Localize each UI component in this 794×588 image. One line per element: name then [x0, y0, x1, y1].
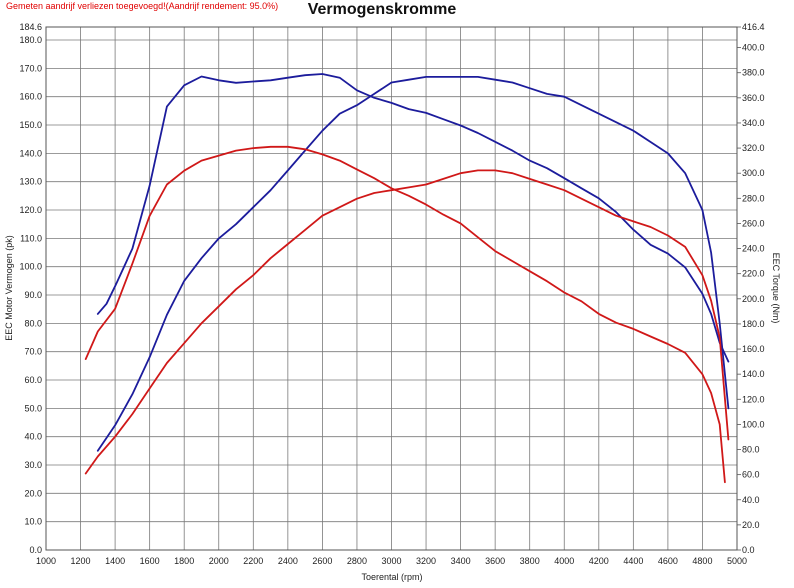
right-tick-label: 260.0 [742, 218, 765, 228]
right-tick-label: 60.0 [742, 470, 760, 480]
right-tick-label: 416.4 [742, 22, 765, 32]
right-tick-label: 80.0 [742, 445, 760, 455]
x-tick-label: 1600 [140, 556, 160, 566]
x-tick-label: 1800 [174, 556, 194, 566]
right-tick-label: 300.0 [742, 168, 765, 178]
x-tick-label: 2600 [312, 556, 332, 566]
x-tick-label: 4200 [589, 556, 609, 566]
x-tick-label: 4400 [623, 556, 643, 566]
series-group [84, 73, 730, 484]
left-tick-label: 80.0 [24, 318, 42, 328]
left-tick-label: 120.0 [19, 205, 42, 215]
x-tick-label: 2400 [278, 556, 298, 566]
x-tick-label: 4000 [554, 556, 574, 566]
right-tick-label: 280.0 [742, 193, 765, 203]
right-tick-label: 220.0 [742, 269, 765, 279]
left-tick-label: 130.0 [19, 177, 42, 187]
torque-after-curve [84, 145, 726, 484]
left-tick-label: 110.0 [20, 233, 42, 243]
right-tick-label: 140.0 [742, 369, 765, 379]
right-tick-label: 180.0 [742, 319, 765, 329]
x-tick-label: 5000 [727, 556, 747, 566]
right-tick-label: 200.0 [742, 294, 765, 304]
x-tick-label: 3400 [451, 556, 471, 566]
right-tick-label: 120.0 [742, 394, 765, 404]
right-tick-label: 240.0 [742, 244, 765, 254]
right-tick-label: 400.0 [742, 43, 765, 53]
left-axis-title: EEC Motor Vermogen (pk) [4, 235, 14, 341]
x-tick-label: 2200 [243, 556, 263, 566]
left-tick-label: 50.0 [24, 403, 42, 413]
power-after-curve [84, 169, 730, 475]
left-axis-ticks: 0.0 10.0 20.0 30.0 40.0 50.0 60.0 70.0 80.0 90.0 1… [19, 22, 42, 555]
left-tick-label: 180.0 [19, 35, 42, 45]
x-tick-label: 3600 [485, 556, 505, 566]
x-axis-title: Toerental (rpm) [361, 572, 422, 582]
x-axis-ticks: 1000 1200 1400 1600 1800 2000 2200 2400 2600 2800… [36, 556, 747, 566]
x-tick-label: 3200 [416, 556, 436, 566]
left-tick-label: 184.6 [19, 22, 42, 32]
left-tick-label: 170.0 [19, 63, 42, 73]
left-tick-label: 20.0 [24, 488, 42, 498]
x-tick-label: 1000 [36, 556, 56, 566]
x-tick-label: 1400 [105, 556, 125, 566]
right-tick-label: 360.0 [742, 93, 765, 103]
x-tick-label: 3000 [381, 556, 401, 566]
plot-frame [45, 26, 738, 551]
x-tick-label: 4800 [692, 556, 712, 566]
chart-title: Vermogenskromme [308, 1, 457, 18]
left-tick-label: 90.0 [24, 290, 42, 300]
right-tick-label: 20.0 [742, 520, 760, 530]
left-tick-label: 140.0 [19, 148, 42, 158]
right-tick-label: 40.0 [742, 495, 760, 505]
right-axis-title: EEC Torque (Nm) [771, 253, 781, 324]
left-tick-label: 10.0 [24, 517, 42, 527]
left-tick-label: 0.0 [29, 545, 42, 555]
right-tick-label: 340.0 [742, 118, 765, 128]
power-before-curve [96, 76, 730, 452]
x-tick-label: 3800 [520, 556, 540, 566]
grid [45, 26, 738, 551]
left-tick-label: 30.0 [24, 460, 42, 470]
x-tick-label: 2000 [209, 556, 229, 566]
left-tick-label: 160.0 [19, 92, 42, 102]
left-tick-label: 40.0 [24, 432, 42, 442]
left-tick-label: 150.0 [19, 120, 42, 130]
left-tick-label: 60.0 [24, 375, 42, 385]
x-tick-label: 2800 [347, 556, 367, 566]
left-tick-label: 70.0 [24, 347, 42, 357]
right-tick-label: 100.0 [742, 419, 765, 429]
x-tick-label: 4600 [658, 556, 678, 566]
right-tick-label: 380.0 [742, 68, 765, 78]
right-tick-label: 160.0 [742, 344, 765, 354]
right-tick-label: 0.0 [742, 545, 755, 555]
x-tick-label: 1200 [71, 556, 91, 566]
torque-before-curve [96, 73, 730, 363]
left-tick-label: 100.0 [19, 262, 42, 272]
right-axis-ticks: 0.0 20.0 40.0 60.0 80.0 100.0 120.0 140.0 160.0 1… [737, 22, 765, 555]
right-tick-label: 320.0 [742, 143, 765, 153]
measurement-note: Gemeten aandrijf verliezen toegevoegd!(A… [6, 1, 278, 11]
